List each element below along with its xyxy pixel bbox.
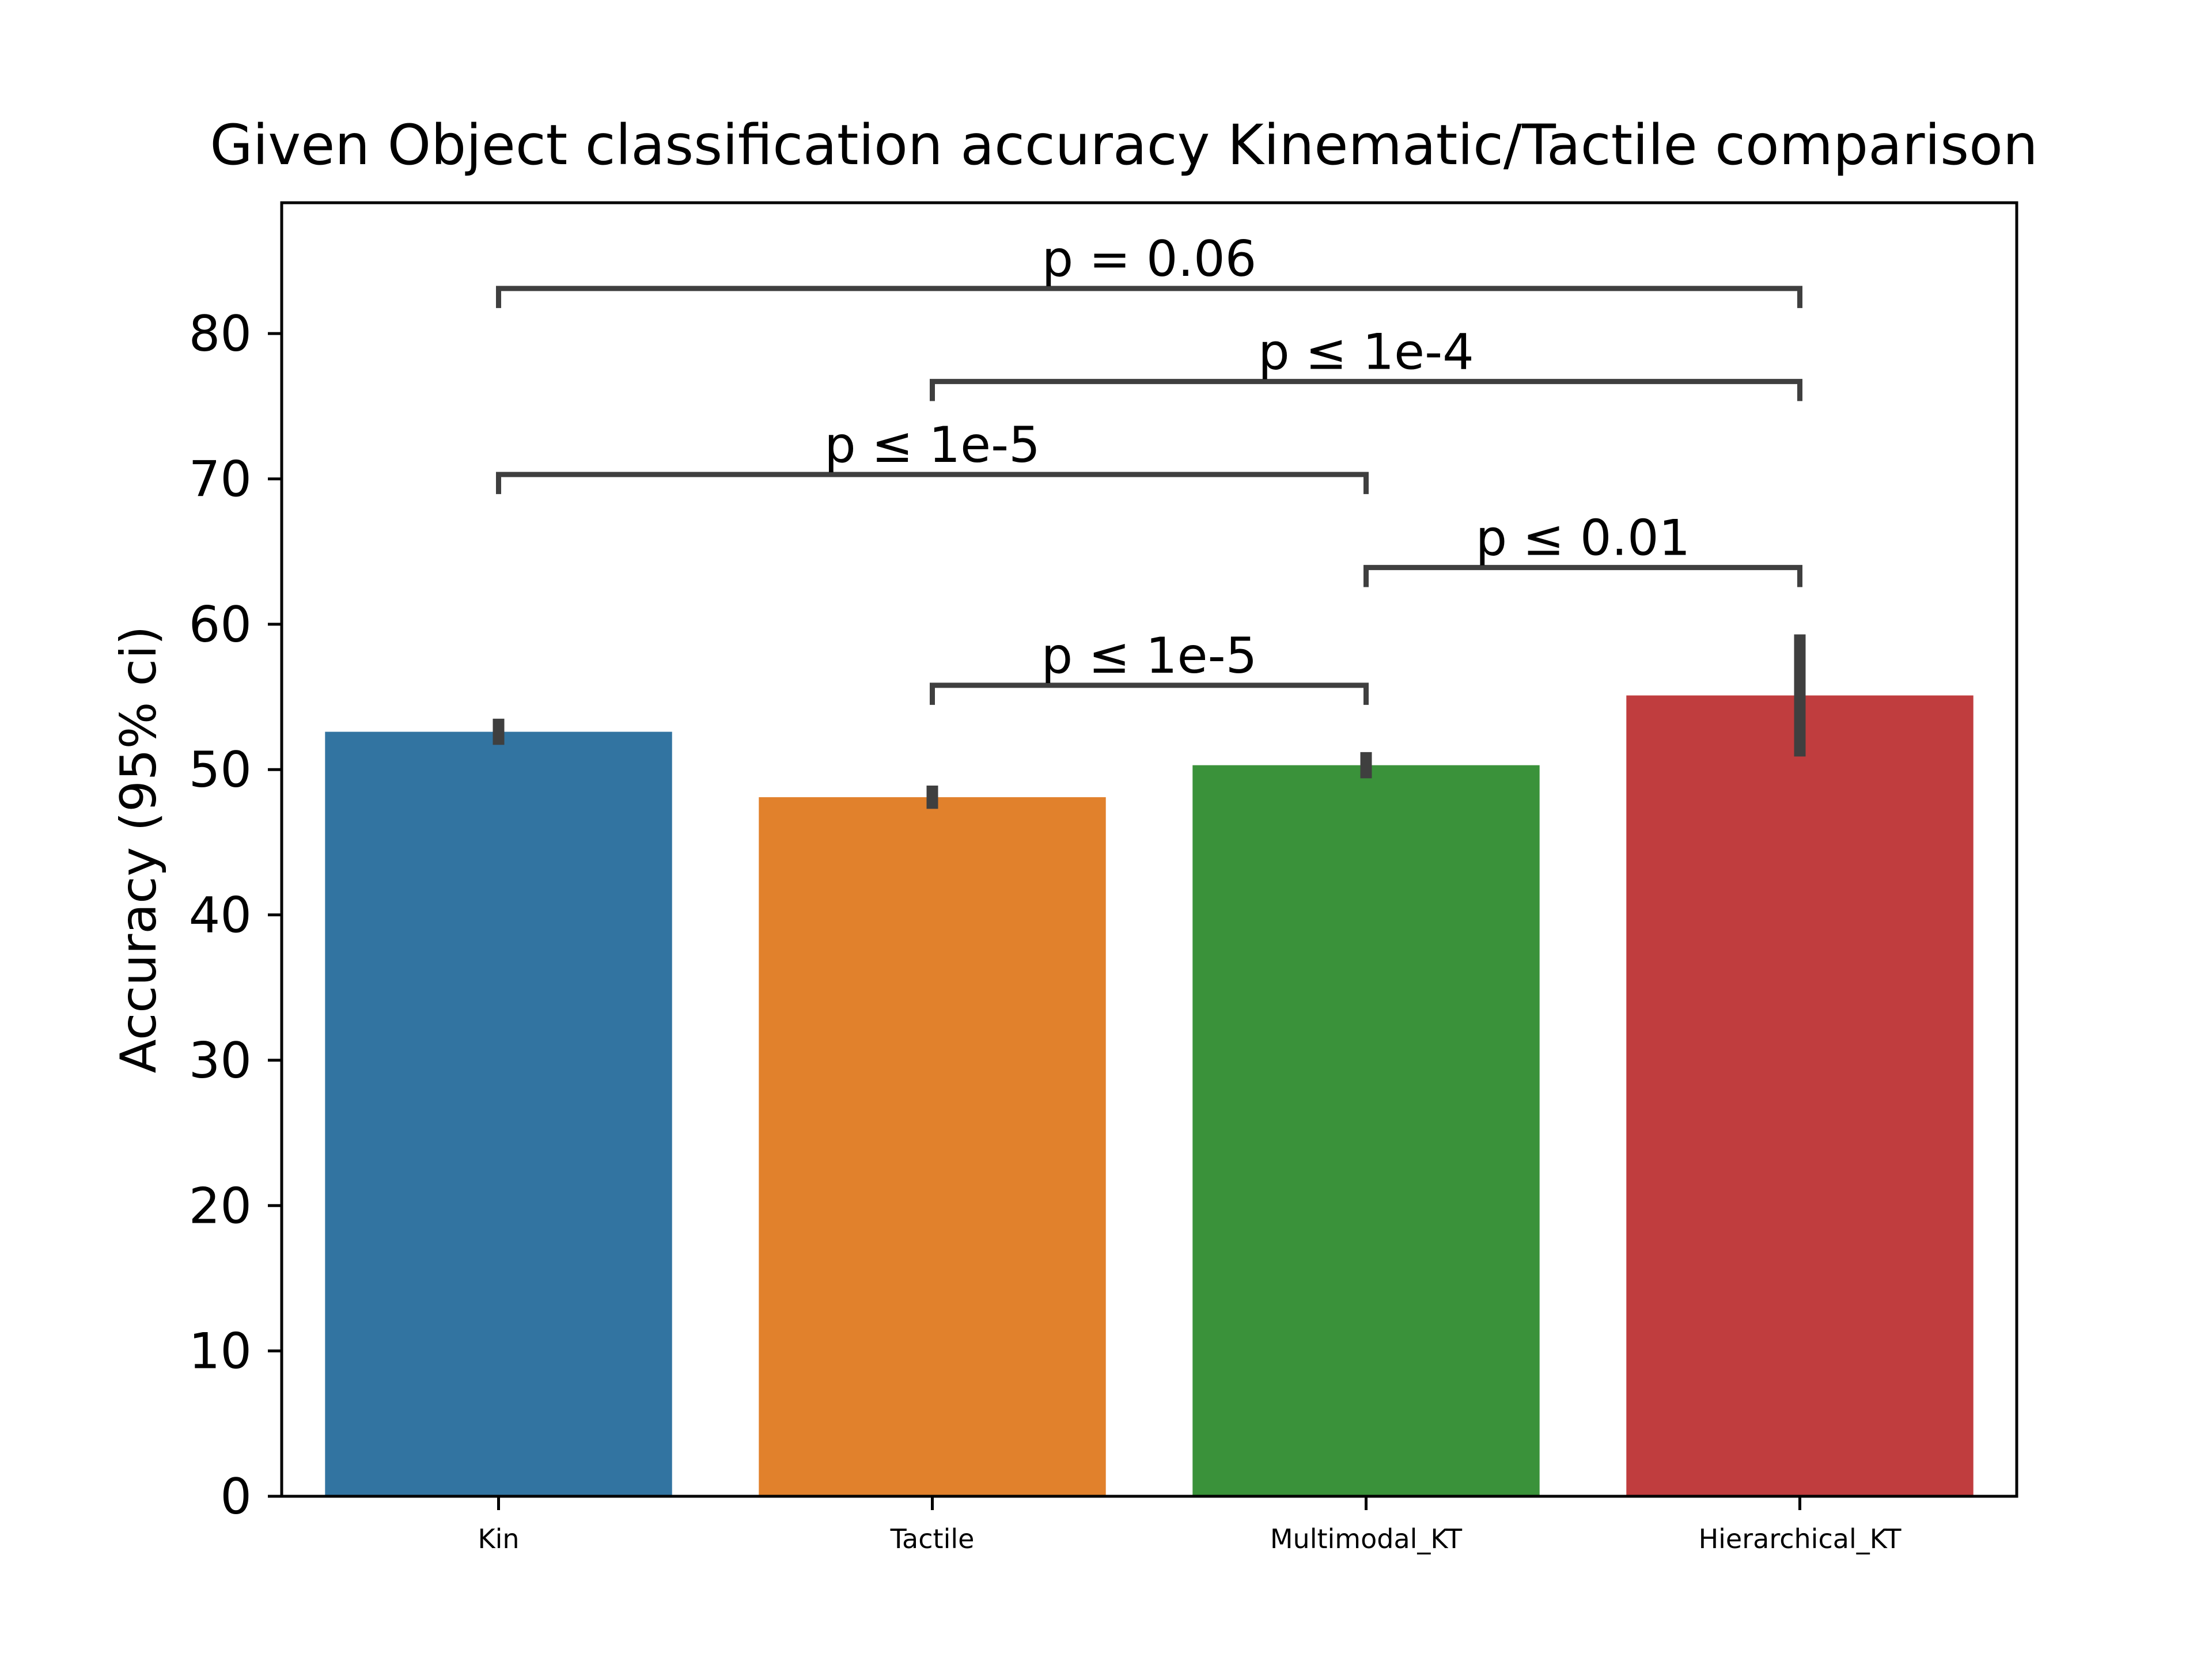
significance-bracket: [496, 472, 1369, 494]
significance-bracket: [930, 682, 1369, 705]
significance-annotations: p ≤ 1e-5 p ≤ 0.01 p ≤ 1e-5 p ≤ 1e-4p = 0.06: [496, 230, 1802, 705]
significance-label: p = 0.06: [1042, 230, 1257, 288]
significance-bracket: [1363, 564, 1802, 587]
plot-area-frame: [280, 201, 2018, 1498]
y-axis: 0 10 20 30 40 50 60 70 80: [189, 305, 282, 1526]
significance-bracket: [496, 286, 1802, 308]
bars-layer: [325, 695, 1974, 1496]
y-axis-label: Accuracy (95% ci): [110, 626, 168, 1074]
y-tick-label: 80: [189, 305, 252, 363]
x-tick-label: Hierarchical_KT: [1699, 1523, 1902, 1554]
y-tick-label: 20: [189, 1177, 252, 1235]
y-tick-label: 40: [189, 887, 252, 945]
bar-kin: [325, 731, 672, 1496]
significance-label: p ≤ 0.01: [1476, 509, 1691, 567]
significance-label: p ≤ 1e-5: [1041, 627, 1257, 685]
significance-label: p ≤ 1e-4: [1258, 323, 1474, 381]
y-tick-label: 30: [189, 1032, 252, 1090]
y-tick-label: 50: [189, 741, 252, 799]
y-tick-label: 60: [189, 596, 252, 654]
x-axis: Kin Tactile Multimodal_KT Hierarchical_KT: [478, 1496, 1902, 1554]
bar-multimodal-kt: [1192, 765, 1540, 1496]
bar-hierarchical-kt: [1626, 695, 1974, 1496]
error-bars-layer: [493, 634, 1806, 809]
x-tick-label: Kin: [478, 1523, 519, 1554]
bar-tactile: [759, 797, 1106, 1496]
x-tick-label: Tactile: [890, 1523, 975, 1554]
y-tick-label: 0: [220, 1468, 252, 1526]
significance-bracket: [930, 378, 1802, 401]
x-tick-label: Multimodal_KT: [1270, 1523, 1463, 1554]
y-tick-label: 10: [189, 1323, 252, 1381]
significance-label: p ≤ 1e-5: [824, 416, 1040, 474]
chart-title: Given Object classification accuracy Kin…: [210, 113, 2037, 177]
y-tick-label: 70: [189, 450, 252, 508]
